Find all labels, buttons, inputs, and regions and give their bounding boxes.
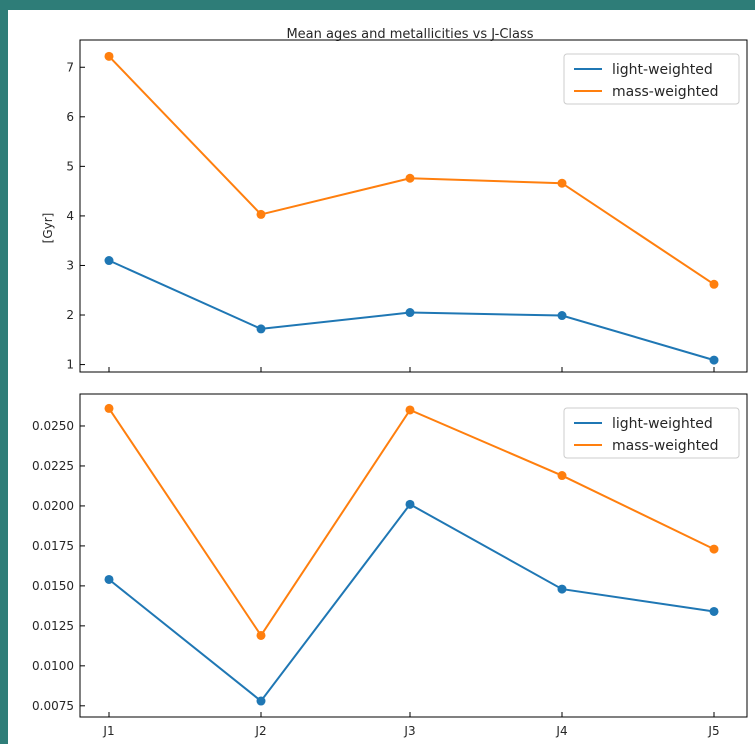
top-data-point-light-weighted bbox=[405, 308, 415, 318]
bottom-data-point-light-weighted bbox=[104, 574, 114, 584]
bottom-data-point-light-weighted bbox=[256, 696, 266, 706]
top-data-point-light-weighted bbox=[709, 355, 719, 365]
bottom-y-tick-label: 0.0125 bbox=[32, 619, 74, 633]
bottom-y-tick-label: 0.0150 bbox=[32, 579, 74, 593]
top-data-point-mass-weighted bbox=[557, 178, 567, 188]
top-data-point-light-weighted bbox=[104, 256, 114, 266]
top-data-point-mass-weighted bbox=[709, 279, 719, 289]
bottom-plot-area: 0.0075 0.0100 0.0125 0.0150 0.0175 0.0200 0.02… bbox=[32, 403, 740, 738]
bottom-data-point-mass-weighted bbox=[104, 403, 114, 413]
bottom-legend-label: light-weighted bbox=[612, 416, 713, 432]
bottom-y-tick-label: 0.0225 bbox=[32, 459, 74, 473]
bottom-x-tick-label: J3 bbox=[403, 724, 415, 738]
figure-canvas: Mean ages and metallicities vs J-Class [… bbox=[8, 10, 755, 744]
y-axis-label-group: [Gyr] bbox=[41, 213, 55, 244]
bottom-legend-box bbox=[563, 407, 740, 459]
top-data-point-light-weighted bbox=[557, 311, 567, 321]
y-axis-label: [Gyr] bbox=[41, 213, 55, 244]
top-data-point-mass-weighted bbox=[104, 51, 114, 61]
top-y-tick-label: 1 bbox=[66, 358, 74, 372]
top-legend-label: light-weighted bbox=[612, 62, 713, 78]
top-plot-area: 1 2 3 4 5 6 7 light-weighted mass-weighted bbox=[66, 51, 740, 372]
bottom-y-tick-label: 0.0175 bbox=[32, 539, 74, 553]
top-y-tick-label: 6 bbox=[66, 110, 74, 124]
bottom-data-point-light-weighted bbox=[557, 584, 567, 594]
top-legend-label: mass-weighted bbox=[612, 84, 719, 100]
bottom-x-tick-label: J2 bbox=[254, 724, 266, 738]
top-data-point-mass-weighted bbox=[405, 173, 415, 183]
bottom-data-point-mass-weighted bbox=[709, 544, 719, 554]
bottom-legend: light-weighted mass-weighted bbox=[563, 407, 740, 459]
top-legend: light-weighted mass-weighted bbox=[563, 53, 740, 105]
bottom-data-point-light-weighted bbox=[405, 499, 415, 509]
top-y-tick-label: 5 bbox=[66, 159, 74, 173]
bottom-y-tick-label: 0.0100 bbox=[32, 659, 74, 673]
bottom-data-point-mass-weighted bbox=[405, 405, 415, 415]
top-data-point-mass-weighted bbox=[256, 209, 266, 219]
bottom-y-tick-label: 0.0250 bbox=[32, 419, 74, 433]
top-y-tick-label: 3 bbox=[66, 258, 74, 272]
bottom-legend-label: mass-weighted bbox=[612, 438, 719, 454]
bottom-series-line-light-weighted bbox=[108, 503, 715, 703]
bottom-data-point-mass-weighted bbox=[557, 471, 567, 481]
top-legend-box bbox=[563, 53, 740, 105]
top-plot-frame bbox=[79, 39, 748, 373]
top-y-tick-label: 7 bbox=[66, 60, 74, 74]
bottom-x-tick-label: J1 bbox=[102, 724, 114, 738]
chart-title: Mean ages and metallicities vs J-Class bbox=[286, 27, 533, 42]
bottom-plot-frame bbox=[79, 393, 748, 718]
bottom-x-tick-label: J4 bbox=[555, 724, 567, 738]
top-data-point-light-weighted bbox=[256, 324, 266, 334]
top-y-tick-label: 2 bbox=[66, 308, 74, 322]
bottom-y-tick-label: 0.0200 bbox=[32, 499, 74, 513]
bottom-y-tick-label: 0.0075 bbox=[32, 699, 74, 713]
bottom-data-point-mass-weighted bbox=[256, 630, 266, 640]
top-y-tick-label: 4 bbox=[66, 209, 74, 223]
bottom-data-point-light-weighted bbox=[709, 606, 719, 616]
figure-svg: Mean ages and metallicities vs J-Class [… bbox=[32, 27, 748, 738]
bottom-x-tick-label: J5 bbox=[707, 724, 719, 738]
